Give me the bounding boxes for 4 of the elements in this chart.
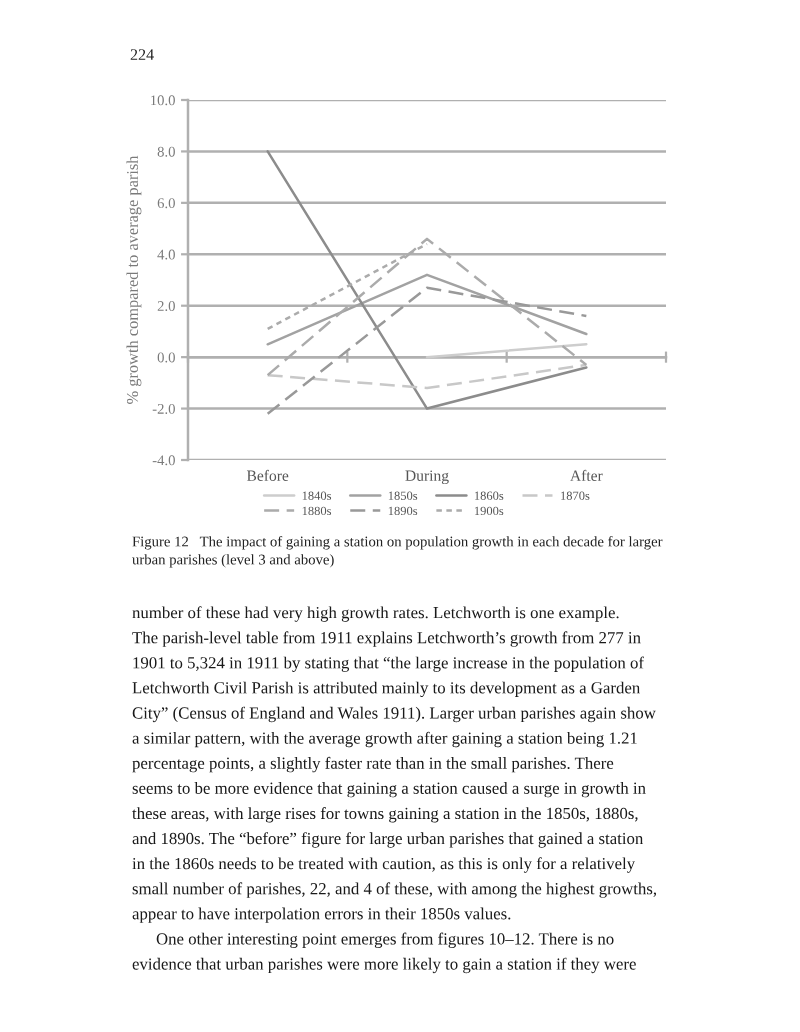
text: number of these had very high growth rates. Letchworth is one example. The parish-level table from 1911 explains Letchworth’s growth from 277 in 1901 to 5,324 in 1911 by stating that “the large increase in the population of Letchworth Civil Parish is attributed mainly to its development as a Garden City” (Census of England and Wales 1911). Larger urban parishes again show a similar pattern, with the average growth after gaining a station being 1.21 percentage points, a slightly faster rate than in the small parishes. There seems to be more evidence that gaining a station caused a surge in growth in these areas, with large rises for towns gaining a station in the 1850s, 1880s, and 1890s. The “before” figure for large urban parishes that gained a station in the 1860s needs to be treated with caution, as this is only for a relatively small number of parishes, 22, and 4 of these, with among the highest growths, appear to have interpolation errors in their 1850s values. — [132, 606, 657, 923]
text: 224 — [130, 49, 154, 60]
y-axis-title: % growth compared to average parish — [126, 155, 142, 404]
text: One other interesting point emerges from figures 10–12. There is no evidence that urban parishes were more likely to gain a station if they were — [132, 932, 636, 974]
